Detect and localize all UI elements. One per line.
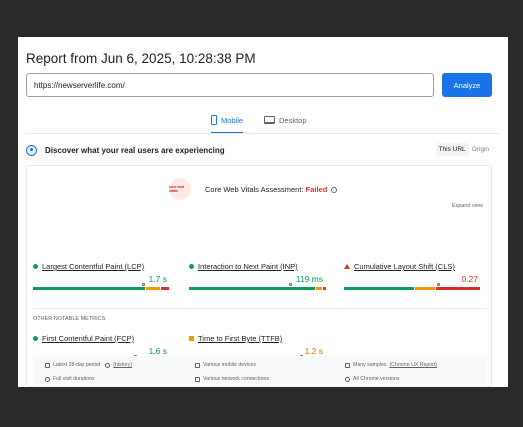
url-origin-toggle: This URL Origin <box>435 143 492 156</box>
history-link[interactable]: (history) <box>113 362 133 368</box>
metric-inp-marker <box>289 283 292 286</box>
other-metrics-heading: OTHER NOTABLE METRICS <box>33 316 106 322</box>
users-icon <box>26 144 37 156</box>
report-footer: Latest 28-day period (history) Various mo… <box>33 356 487 387</box>
cwv-logo-text: core web vitals <box>169 185 185 193</box>
url-input[interactable] <box>26 73 434 97</box>
cwv-card: core web vitals Core Web Vitals Assessme… <box>26 165 492 387</box>
info-icon[interactable] <box>331 187 338 194</box>
metric-ttfb-value: 1.2 s <box>304 346 323 356</box>
footer-network: Various network connections <box>195 376 269 382</box>
samples-icon <box>345 362 350 368</box>
assessment-line: Core Web Vitals Assessment: Failed <box>205 185 338 194</box>
tab-mobile-label: Mobile <box>221 115 244 125</box>
metric-ttfb-label[interactable]: Time to First Byte (TTFB) <box>189 334 282 343</box>
crux-link[interactable]: (Chrome UX Report) <box>389 362 438 368</box>
metric-lcp-label[interactable]: Largest Contentful Paint (LCP) <box>33 262 144 271</box>
metric-inp-name: Interaction to Next Paint (INP) <box>198 262 298 271</box>
tab-divider <box>26 133 500 134</box>
toggle-origin[interactable]: Origin <box>471 146 489 153</box>
assessment-status: Failed <box>305 185 328 194</box>
chrome-icon <box>345 376 350 382</box>
poor-triangle-icon <box>344 264 350 269</box>
calendar-icon <box>45 362 50 368</box>
discover-heading: Discover what your real users are experi… <box>45 145 225 155</box>
info-icon[interactable] <box>105 362 111 368</box>
metric-fcp-name: First Contentful Paint (FCP) <box>42 334 135 343</box>
cwv-logo: core web vitals <box>169 178 191 200</box>
metric-lcp-name: Largest Contentful Paint (LCP) <box>42 262 145 271</box>
metric-cls-value: 0.27 <box>461 274 478 284</box>
footer-devices: Various mobile devices <box>195 362 256 368</box>
toggle-this-url[interactable]: This URL <box>435 143 469 156</box>
expand-view-link[interactable]: Expand view <box>451 203 483 209</box>
footer-samples: Many samples (Chrome UX Report) <box>345 362 437 368</box>
metric-inp-label[interactable]: Interaction to Next Paint (INP) <box>189 262 298 271</box>
metric-lcp-bar <box>33 287 169 290</box>
metric-ttfb-name: Time to First Byte (TTFB) <box>198 334 283 343</box>
report-title: Report from Jun 6, 2025, 10:28:38 PM <box>26 51 256 66</box>
metric-fcp-label[interactable]: First Contentful Paint (FCP) <box>33 334 134 343</box>
metric-cls-name: Cumulative Layout Shift (CLS) <box>354 262 455 271</box>
good-dot-icon <box>33 336 38 341</box>
footer-period: Latest 28-day period (history) <box>45 362 132 368</box>
laptop-icon <box>264 116 275 124</box>
needs-improvement-square-icon <box>189 336 194 341</box>
footer-versions: All Chrome versions <box>345 376 399 382</box>
timer-icon <box>45 376 50 382</box>
analyze-button[interactable]: Analyze <box>442 73 492 97</box>
metric-lcp-marker <box>142 283 145 286</box>
metric-cls-label[interactable]: Cumulative Layout Shift (CLS) <box>344 262 455 271</box>
metric-inp-value: 119 ms <box>295 274 323 284</box>
device-tabs: Mobile Desktop <box>18 109 508 134</box>
metric-inp-bar <box>189 287 326 290</box>
discover-section: Discover what your real users are experi… <box>26 141 492 159</box>
bottom-bar <box>0 387 523 427</box>
wifi-icon <box>195 376 200 382</box>
assessment-prefix: Core Web Vitals Assessment: <box>205 185 306 194</box>
metric-cls-bar <box>344 287 480 290</box>
report-page: Report from Jun 6, 2025, 10:28:38 PM Ana… <box>18 37 508 387</box>
metric-lcp-value: 1.7 s <box>148 274 167 284</box>
metric-fcp-value: 1.6 s <box>148 346 167 356</box>
metric-inp: Interaction to Next Paint (INP) 119 ms <box>189 262 329 296</box>
metric-lcp: Largest Contentful Paint (LCP) 1.7 s <box>33 262 173 296</box>
footer-visit: Full visit durations <box>45 376 95 382</box>
good-dot-icon <box>189 264 194 269</box>
good-dot-icon <box>33 264 38 269</box>
metric-cls-marker <box>437 283 440 286</box>
tab-mobile[interactable]: Mobile <box>211 109 244 134</box>
section-divider <box>33 308 487 309</box>
metric-cls: Cumulative Layout Shift (CLS) 0.27 <box>344 262 484 296</box>
tab-desktop-label: Desktop <box>279 115 307 125</box>
tab-desktop[interactable]: Desktop <box>264 109 307 131</box>
phone-icon <box>211 115 217 125</box>
devices-icon <box>195 362 200 368</box>
